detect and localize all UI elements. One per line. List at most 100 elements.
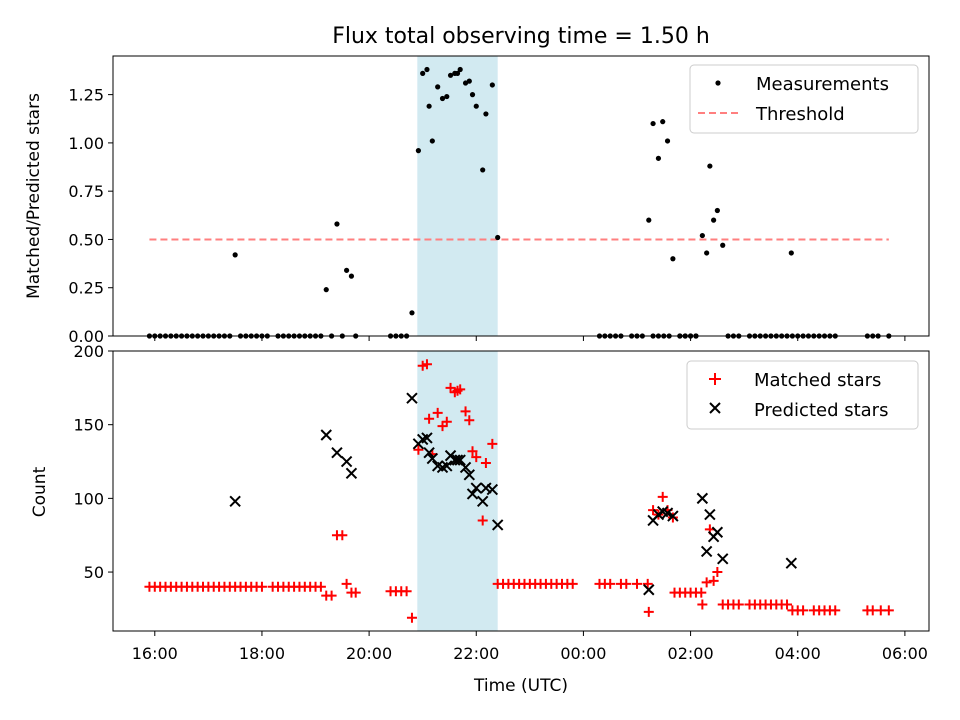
predicted-star-point [486,483,499,496]
measurement-point [646,217,652,223]
measurement-point [348,273,355,279]
top-y-tick-label: 0.50 [68,230,104,249]
legend-matched-marker [709,373,721,385]
matched-star-point [441,416,452,427]
matched-star-point [712,567,723,578]
matched-star-point [642,578,653,589]
matched-star-point [401,586,412,597]
legend-threshold-label: Threshold [755,104,845,125]
top-y-tick-label: 0.25 [68,279,104,298]
bottom-y-tick-label: 200 [73,342,104,361]
matched-star-point [631,578,642,589]
measurement-point [409,310,415,316]
predicted-star-point [643,584,655,596]
measurement-point [415,148,421,154]
measurement-point [650,120,656,127]
measurement-point [495,234,501,241]
predicted-stars-series [229,392,798,596]
predicted-star-point [331,446,343,459]
matched-star-point [830,605,841,616]
matched-star-point [605,578,616,589]
matched-star-point [432,407,443,418]
x-tick-label: 06:00 [882,644,928,663]
matched-star-point [487,438,498,449]
bottom-legend-box [686,360,919,430]
measurement-point [439,95,446,102]
bottom-legend: Matched stars Predicted stars [686,360,919,430]
top-y-tick-label: 1.25 [68,86,104,105]
matched-star-point [621,578,632,589]
predicted-star-point [426,452,439,465]
measurement-point [420,70,426,76]
measurement-point [670,256,676,262]
top-legend: Measurements Threshold [689,64,919,134]
measurement-point [232,252,238,258]
predicted-star-point [320,429,332,441]
predicted-star-point [696,492,709,505]
matched-star-point [406,612,417,623]
x-tick-label: 04:00 [775,644,821,663]
matched-star-point [708,575,719,586]
x-tick-label: 20:00 [346,644,392,663]
matched-star-point [413,444,424,455]
chart-title: Flux total observing time = 1.50 h [332,24,710,49]
top-y-axis-label: Matched/Predicted stars [24,93,44,299]
measurement-point [711,217,717,223]
top-panel: 0.00 0.25 0.50 0.75 1.00 1.25 Flux total obse… [24,24,930,346]
predicted-star-point [345,467,358,480]
matched-star-point [350,587,361,598]
legend-predicted-marker [709,402,721,414]
predicted-star-point [423,446,435,459]
top-y-ticks: 0.00 0.25 0.50 0.75 1.00 1.25 [68,86,113,346]
matched-star-point [782,599,793,610]
predicted-star-point [785,557,798,569]
matched-star-point [883,605,894,616]
measurement-point [457,66,463,73]
legend-matched-label: Matched stars [754,370,881,391]
matched-star-point [697,599,708,610]
matched-star-point [337,530,348,541]
measurement-point [707,163,713,169]
top-observation-window [417,56,498,336]
x-tick-label: 22:00 [453,644,499,663]
legend-measurements-marker [715,80,721,86]
x-axis-label: Time (UTC) [473,676,568,696]
predicted-star-point [466,488,479,500]
predicted-star-point [661,507,674,519]
bottom-panel: 50 100 150 200 16:00 18:00 20:00 22:00 00:00 02:… [30,342,930,696]
measurement-point [788,250,794,256]
legend-measurements-label: Measurements [756,74,889,95]
matched-star-point [567,578,578,589]
predicted-star-point [476,495,489,508]
x-tick-label: 00:00 [560,644,606,663]
matched-star-point [733,599,744,610]
measurement-point [714,207,720,214]
x-tick-label: 02:00 [668,644,714,663]
predicted-star-point [421,432,433,444]
predicted-star-point [667,510,679,522]
measurement-point [469,92,476,98]
matched-star-point [256,581,267,592]
measurement-point [424,66,430,73]
matched-star-point [421,359,432,370]
matched-star-point [477,515,488,526]
matched-star-point [424,413,435,424]
measurement-point [444,93,450,100]
matched-star-point [798,605,809,616]
measurement-point [466,78,472,84]
matched-star-point [326,590,337,601]
predicted-star-point [491,519,504,531]
bottom-y-axis-label: Count [30,466,50,517]
predicted-star-point [700,545,713,558]
measurement-point [435,84,441,90]
matched-star-point [341,578,352,589]
predicted-star-point [229,495,241,508]
predicted-star-point [406,392,418,404]
matched-star-point [460,406,471,417]
measurement-point [344,267,350,273]
measurement-point [429,138,435,144]
measurement-point [480,167,486,173]
measurement-point [454,70,461,76]
measurement-point [660,119,666,125]
